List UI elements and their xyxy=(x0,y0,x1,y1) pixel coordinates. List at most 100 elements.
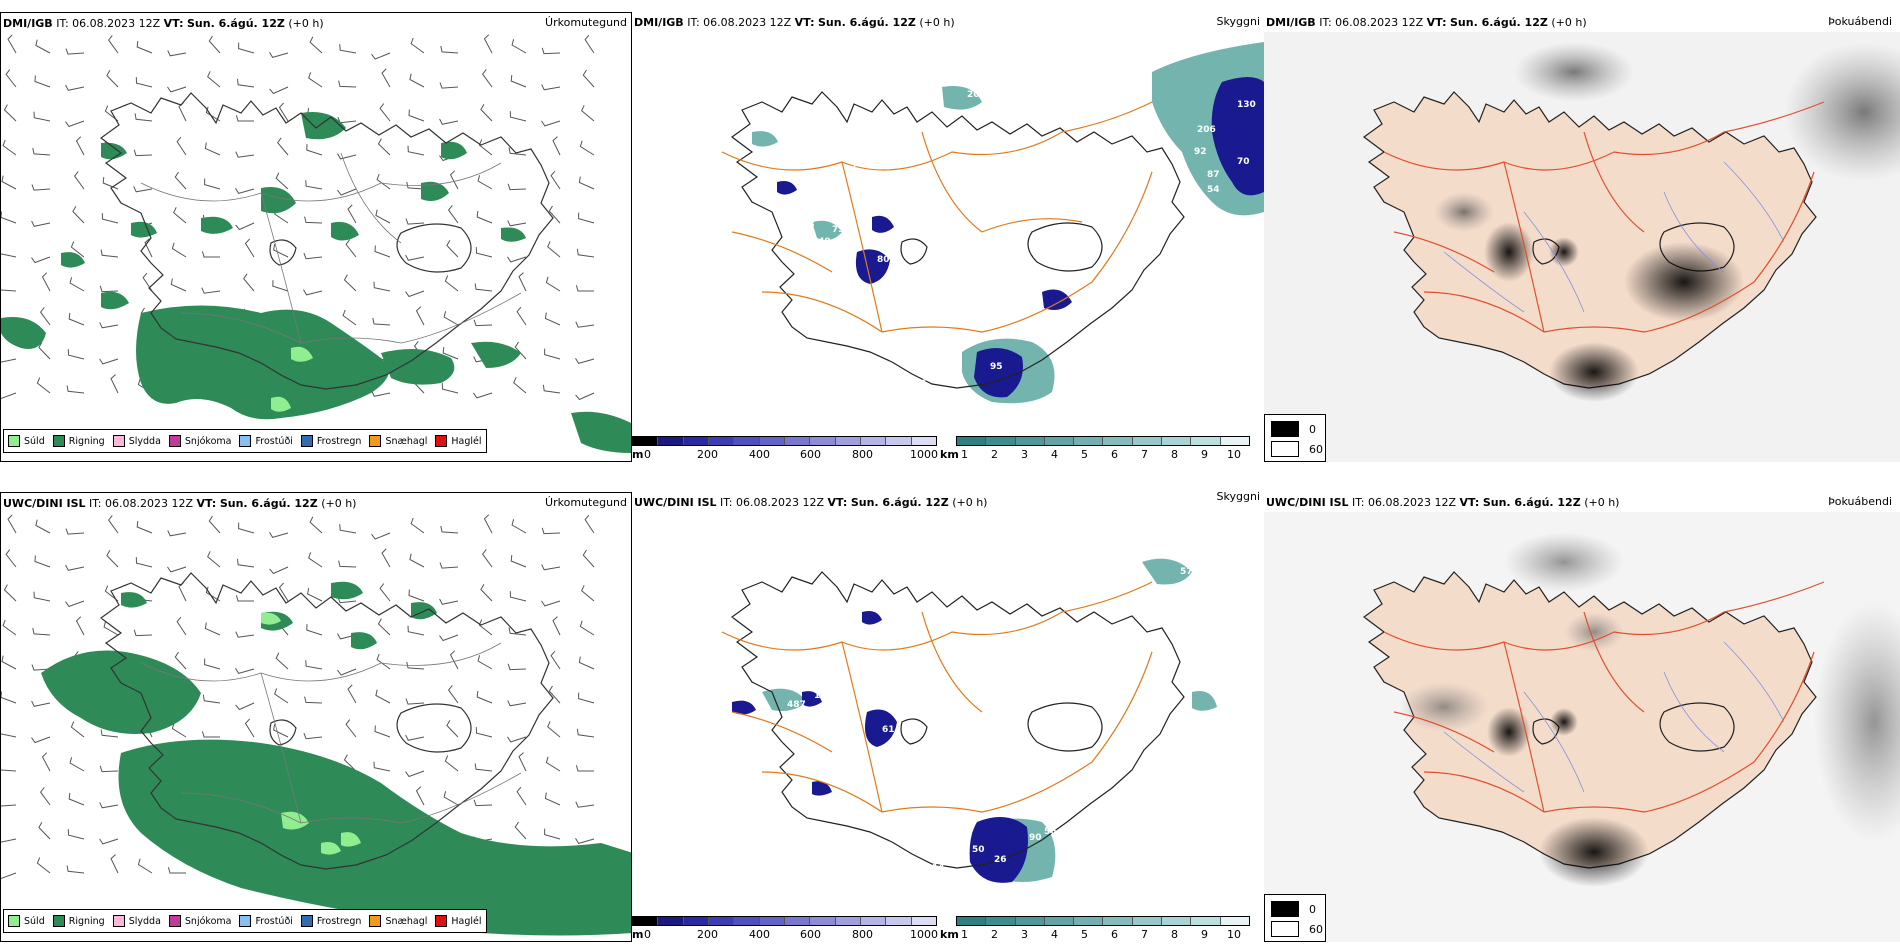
wind-barb xyxy=(235,222,255,231)
height-unit: m xyxy=(632,928,644,941)
visibility-colorbar: km 1 2 3 4 5 6 7 8 9 10 xyxy=(940,916,1250,942)
roads xyxy=(1383,101,1825,333)
vis-label: 130 xyxy=(1237,100,1256,110)
rivers xyxy=(1443,641,1785,793)
wind-barb xyxy=(337,633,357,640)
vis-label: 77 xyxy=(852,160,865,170)
legend-item-drizzle: Súld xyxy=(8,435,45,447)
vis-tick: 7 xyxy=(1141,448,1148,461)
vis-label: 29 xyxy=(940,397,953,407)
legend-item-graupel: Snæhagl xyxy=(369,915,427,927)
vis-tick: 3 xyxy=(1021,928,1028,941)
fog-patch xyxy=(1487,707,1531,757)
panel-title: Skyggni xyxy=(1216,15,1260,28)
wind-barb xyxy=(406,181,425,190)
wind-barb xyxy=(576,248,595,258)
wind-barb xyxy=(477,655,493,670)
vis-label: 95 xyxy=(990,362,1003,372)
wind-barb xyxy=(35,39,51,54)
wind-barb xyxy=(309,516,323,534)
visibility-labels: 103 208 130 206 92 70 87 54 77 78 75 149… xyxy=(792,85,1256,407)
wind-barb xyxy=(373,761,391,772)
legend-item-drizzle: Súld xyxy=(8,915,45,927)
wind-barb xyxy=(275,172,289,190)
coastline xyxy=(730,571,1185,869)
wind-barb xyxy=(65,528,85,535)
wind-barb xyxy=(575,765,594,772)
drizzle-areas xyxy=(261,612,361,855)
wind-barb xyxy=(477,175,493,190)
vis-label: 77 xyxy=(1072,295,1085,305)
iceland-outline xyxy=(99,572,554,870)
wind-barb xyxy=(408,109,425,122)
wind-barb xyxy=(410,517,425,534)
fog-legend-row: 0 xyxy=(1271,421,1316,437)
visibility-map: 570 487 103 10 61 26 55 95 23 33 56 90 5… xyxy=(717,558,1217,883)
wind-barb xyxy=(99,358,119,365)
wind-barb xyxy=(405,218,425,225)
wind-barb xyxy=(1,211,17,224)
wind-barb xyxy=(518,752,527,772)
wind-barb xyxy=(303,289,323,296)
vis-label: 61 xyxy=(882,725,895,735)
wind-barb xyxy=(201,731,220,738)
valid-label: VT: xyxy=(794,16,815,29)
wind-barb xyxy=(381,68,391,88)
precip-map xyxy=(1,514,631,936)
wind-barb xyxy=(552,136,561,156)
valid-label: VT: xyxy=(196,497,217,510)
init-time: IT: 06.08.2023 12Z xyxy=(89,497,194,510)
wind-barb xyxy=(278,582,289,602)
lead-time: (+0 h) xyxy=(919,16,955,29)
wind-barb xyxy=(547,721,561,738)
vis-tick: 1 xyxy=(961,928,968,941)
vis-tick: 5 xyxy=(1081,928,1088,941)
wind-barb xyxy=(137,858,153,874)
wind-barb xyxy=(474,283,493,292)
visibility-unit: km xyxy=(940,928,959,941)
wind-barb xyxy=(480,104,493,122)
legend-item-graupel: Snæhagl xyxy=(369,435,427,447)
fog-legend-swatch xyxy=(1271,901,1299,917)
wind-barb xyxy=(305,660,323,670)
roads xyxy=(721,101,1153,333)
wind-barb xyxy=(405,254,425,261)
wind-barb xyxy=(507,220,527,227)
vis-label: 78 xyxy=(802,220,815,230)
legend-item-rain: Rigning xyxy=(52,915,105,927)
wind-barb xyxy=(514,821,527,840)
wind-barb xyxy=(134,113,153,122)
wind-barb xyxy=(447,205,459,224)
wind-barb xyxy=(144,238,153,258)
fog-legend: 0 60 xyxy=(1264,894,1326,942)
legend-item-hail: Haglél xyxy=(435,915,482,927)
height-tick: 800 xyxy=(852,928,873,941)
wind-barb xyxy=(208,515,221,534)
wind-barb xyxy=(31,220,51,227)
vis-tick: 2 xyxy=(991,928,998,941)
wind-barb xyxy=(106,550,119,568)
fog-patch xyxy=(1624,242,1744,322)
wind-barb xyxy=(7,34,17,54)
wind-barb xyxy=(449,170,459,190)
wind-barb xyxy=(106,70,119,88)
wind-barb xyxy=(167,50,187,57)
wind-barb xyxy=(510,554,527,568)
wind-barb xyxy=(68,792,85,806)
vis-tick: 3 xyxy=(1021,448,1028,461)
vis-tick: 1 xyxy=(961,448,968,461)
wind-barb xyxy=(371,52,391,60)
legend-item-snow: Snjókoma xyxy=(168,915,231,927)
height-tick: 600 xyxy=(800,448,821,461)
wind-barb xyxy=(405,770,425,778)
wind-barb xyxy=(575,358,595,364)
valid-time: Sun. 6.ágú. 12Z xyxy=(1450,16,1548,29)
wind-barb xyxy=(575,392,595,401)
wind-barb xyxy=(581,105,595,122)
wind-barb xyxy=(337,596,357,604)
wind-barb xyxy=(136,40,153,54)
visibility-labels: 570 487 103 10 61 26 55 95 23 33 56 90 5… xyxy=(717,567,1199,873)
wind-barb xyxy=(1,872,17,880)
wind-barb xyxy=(178,582,187,602)
glacier-outline xyxy=(900,718,928,745)
